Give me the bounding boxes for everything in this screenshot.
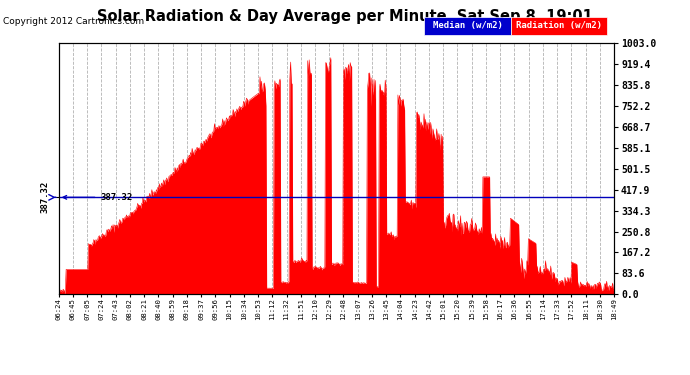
Text: Solar Radiation & Day Average per Minute  Sat Sep 8  19:01: Solar Radiation & Day Average per Minute… — [97, 9, 593, 24]
Text: Copyright 2012 Cartronics.com: Copyright 2012 Cartronics.com — [3, 17, 145, 26]
Text: 387.32: 387.32 — [63, 193, 132, 202]
Text: Radiation (w/m2): Radiation (w/m2) — [516, 21, 602, 30]
Text: Median (w/m2): Median (w/m2) — [433, 21, 502, 30]
